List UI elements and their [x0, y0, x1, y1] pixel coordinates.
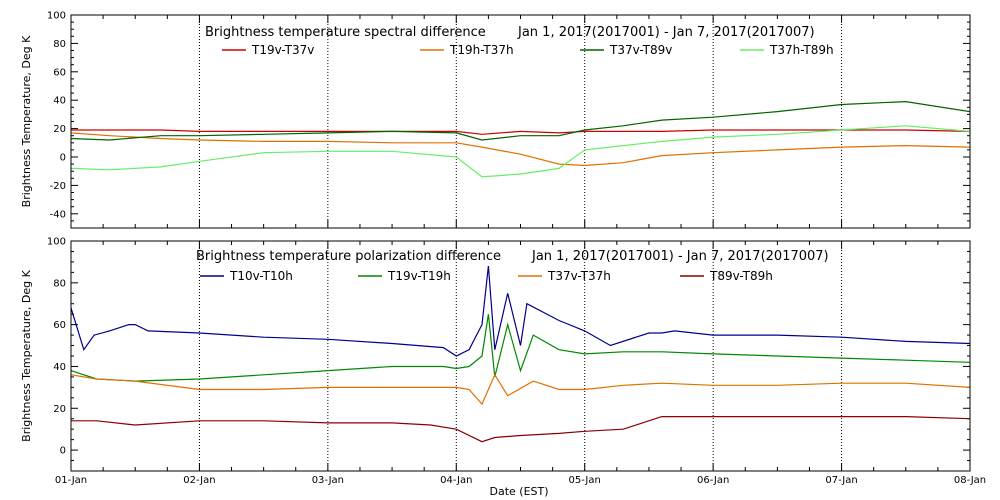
y-tick-label: 20: [53, 404, 66, 415]
x-tick-label: 02-Jan: [183, 475, 215, 486]
series-line-T19h-T37h: [71, 132, 970, 167]
x-tick-label: 03-Jan: [312, 475, 344, 486]
x-tick-label: 05-Jan: [569, 475, 601, 486]
series-line-T19v-T37v: [71, 129, 970, 135]
series-line-T37v-T89v: [71, 100, 970, 141]
x-tick-label: 07-Jan: [825, 475, 857, 486]
chart-date-range: Jan 1, 2017(2017001) - Jan 7, 2017(20170…: [517, 25, 815, 40]
y-tick-label: 60: [53, 320, 66, 331]
legend-label: T19v-T37v: [251, 43, 314, 57]
plot-frame: [70, 14, 971, 229]
y-tick-label: 80: [53, 278, 66, 289]
y-tick-label: -40: [50, 209, 66, 220]
legend-label: T37v-T37h: [547, 269, 611, 283]
y-tick-label: 0: [60, 153, 66, 164]
y-tick-label: 40: [53, 362, 66, 373]
chart-date-range: Jan 1, 2017(2017001) - Jan 7, 2017(20170…: [531, 249, 829, 264]
series-line-T37v-T37h: [71, 373, 970, 406]
plot-frame: [70, 240, 971, 472]
series-line-T19v-T19h: [71, 314, 970, 382]
legend-label: T37v-T89v: [609, 43, 672, 57]
polarization-difference-panel: 0 20 40 60 80 100 Brightness temperature polar…: [20, 237, 986, 487]
y-axis-label: Brightness Temperature, Deg K: [20, 35, 33, 207]
x-tick-label: 04-Jan: [440, 475, 472, 486]
y-tick-label: 100: [47, 11, 66, 22]
chart-title: Brightness temperature spectral differen…: [205, 25, 486, 40]
spectral-difference-panel: -40 -20 0 20 40 60 80 100 Brightness temperature…: [20, 11, 971, 229]
legend-label: T19h-T37h: [449, 43, 514, 57]
y-tick-label: 0: [60, 446, 66, 457]
y-tick-label: -20: [50, 181, 66, 192]
y-tick-label: 20: [53, 124, 66, 135]
y-tick-label: 60: [53, 67, 66, 78]
y-tick-label: 100: [47, 237, 66, 248]
legend-label: T37h-T89h: [769, 43, 834, 57]
x-tick-label: 01-Jan: [55, 475, 87, 486]
x-tick-label: 06-Jan: [697, 475, 729, 486]
series-line-T37h-T89h: [71, 125, 970, 178]
legend-label: T10v-T10h: [229, 269, 293, 283]
legend-label: T19v-T19h: [387, 269, 451, 283]
x-tick-label: 08-Jan: [954, 475, 986, 486]
x-axis-label: Date (EST): [489, 485, 548, 498]
series-line-T10v-T10h: [71, 266, 970, 357]
chart-title: Brightness temperature polarization diff…: [196, 249, 501, 264]
series-line-T89v-T89h: [71, 416, 970, 443]
legend-label: T89v-T89h: [709, 269, 773, 283]
y-axis-label: Brightness Temperature, Deg K: [20, 269, 33, 441]
y-tick-label: 80: [53, 39, 66, 50]
y-tick-label: 40: [53, 96, 66, 107]
